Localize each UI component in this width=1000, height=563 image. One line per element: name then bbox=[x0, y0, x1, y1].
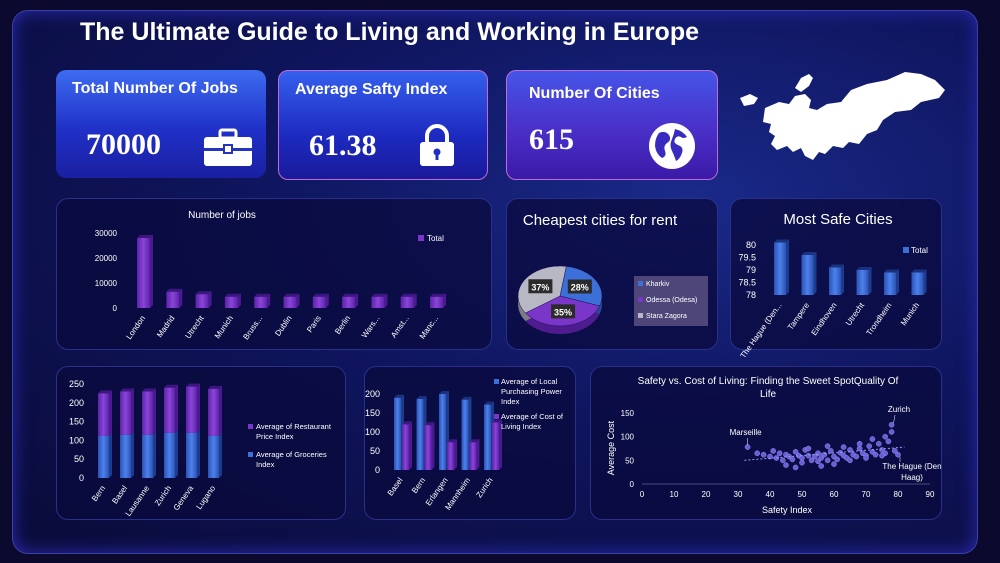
panel-number-of-jobs bbox=[56, 198, 492, 350]
lock-icon bbox=[420, 124, 454, 166]
kpi-value: 61.38 bbox=[309, 129, 377, 162]
europe-map-icon bbox=[740, 72, 945, 160]
kpi-total-jobs: Total Number Of Jobs 70000 bbox=[56, 70, 266, 178]
panel-most-safe bbox=[730, 198, 942, 350]
kpi-value: 615 bbox=[529, 123, 574, 156]
globe-icon bbox=[649, 123, 695, 169]
kpi-label: Total Number Of Jobs bbox=[72, 80, 238, 97]
panel-cheapest-rent bbox=[506, 198, 718, 350]
briefcase-icon bbox=[204, 128, 252, 166]
panel-restaurant-groceries bbox=[56, 366, 346, 520]
kpi-label: Average Safty Index bbox=[295, 81, 448, 98]
page-title: The Ultimate Guide to Living and Working… bbox=[80, 18, 700, 46]
panel-safety-vs-cost bbox=[590, 366, 942, 520]
kpi-value: 70000 bbox=[86, 128, 161, 161]
kpi-label: Number Of Cities bbox=[529, 85, 660, 102]
panel-purchasing-power bbox=[364, 366, 576, 520]
kpi-number-of-cities: Number Of Cities 615 bbox=[506, 70, 718, 180]
kpi-average-safety: Average Safty Index 61.38 bbox=[278, 70, 488, 180]
